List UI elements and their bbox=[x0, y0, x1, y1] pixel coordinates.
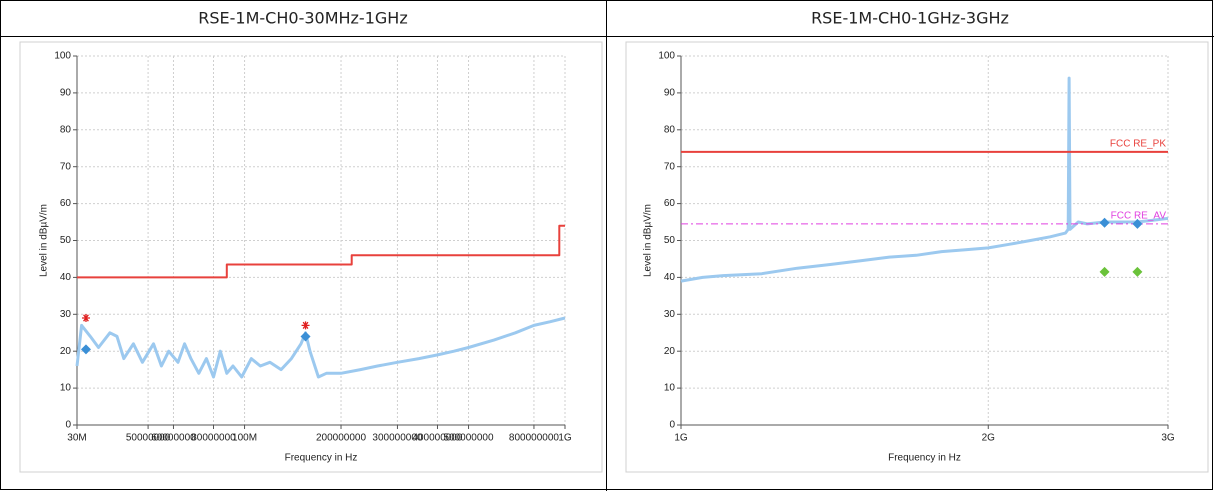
star-marker bbox=[301, 321, 310, 330]
y-tick-label: 10 bbox=[60, 383, 72, 394]
y-tick-label: 90 bbox=[664, 88, 676, 99]
chart-frame bbox=[625, 41, 1209, 473]
x-tick-label: 400000000 bbox=[412, 433, 462, 444]
x-tick-label: 800000000 bbox=[509, 433, 559, 444]
diamond-marker bbox=[300, 331, 311, 342]
diamond-marker bbox=[1099, 266, 1110, 277]
x-tick-label: 500000000 bbox=[444, 433, 494, 444]
line-label: FCC RE_PK bbox=[1110, 139, 1166, 150]
series-line bbox=[75, 316, 566, 379]
y-tick-label: 40 bbox=[60, 272, 72, 283]
line-label: FCC RE_AV bbox=[1111, 211, 1167, 222]
y-tick-label: 20 bbox=[60, 346, 72, 357]
y-tick-label: 30 bbox=[664, 309, 676, 320]
y-axis-label: Level in dBµV/m bbox=[39, 204, 50, 277]
y-tick-label: 70 bbox=[60, 161, 72, 172]
x-tick-label: 80000000 bbox=[191, 433, 236, 444]
x-tick-label: 1G bbox=[674, 433, 688, 444]
y-tick-label: 90 bbox=[60, 88, 72, 99]
x-axis-label: Frequency in Hz bbox=[285, 453, 358, 464]
diamond-marker bbox=[1132, 218, 1143, 229]
diamond-marker bbox=[80, 344, 91, 355]
y-tick-label: 50 bbox=[60, 235, 72, 246]
y-tick-label: 70 bbox=[664, 161, 676, 172]
x-tick-label: 2G bbox=[982, 433, 996, 444]
star-marker bbox=[81, 313, 90, 322]
x-tick-label: 1G bbox=[558, 433, 572, 444]
x-tick-label: 60000000 bbox=[151, 433, 196, 444]
y-tick-label: 100 bbox=[658, 51, 675, 62]
y-tick-label: 0 bbox=[65, 420, 71, 431]
y-tick-label: 50 bbox=[664, 235, 676, 246]
y-tick-label: 80 bbox=[664, 124, 676, 135]
y-tick-label: 30 bbox=[60, 309, 72, 320]
y-axis-label: Level in dBµV/m bbox=[643, 204, 654, 277]
x-tick-label: 30M bbox=[67, 433, 86, 444]
diamond-marker bbox=[1099, 217, 1110, 228]
y-tick-label: 100 bbox=[54, 51, 71, 62]
x-tick-label: 100M bbox=[232, 433, 257, 444]
series-line bbox=[680, 76, 1169, 283]
x-tick-label: 50000000 bbox=[126, 433, 171, 444]
chart-frame bbox=[19, 41, 603, 473]
y-tick-label: 80 bbox=[60, 124, 72, 135]
y-tick-label: 60 bbox=[60, 198, 72, 209]
cell-title: RSE-1M-CH0-1GHz-3GHz bbox=[811, 9, 1009, 28]
x-tick-label: 300000000 bbox=[372, 433, 422, 444]
series-line bbox=[77, 224, 565, 279]
y-tick-label: 20 bbox=[664, 346, 676, 357]
x-tick-label: 3G bbox=[1161, 433, 1175, 444]
y-tick-label: 40 bbox=[664, 272, 676, 283]
x-axis-label: Frequency in Hz bbox=[888, 453, 961, 464]
y-tick-label: 60 bbox=[664, 198, 676, 209]
y-tick-label: 10 bbox=[664, 383, 676, 394]
y-tick-label: 0 bbox=[669, 420, 675, 431]
cell-title: RSE-1M-CH0-30MHz-1GHz bbox=[198, 9, 407, 28]
x-tick-label: 200000000 bbox=[316, 433, 366, 444]
diamond-marker bbox=[1132, 266, 1143, 277]
